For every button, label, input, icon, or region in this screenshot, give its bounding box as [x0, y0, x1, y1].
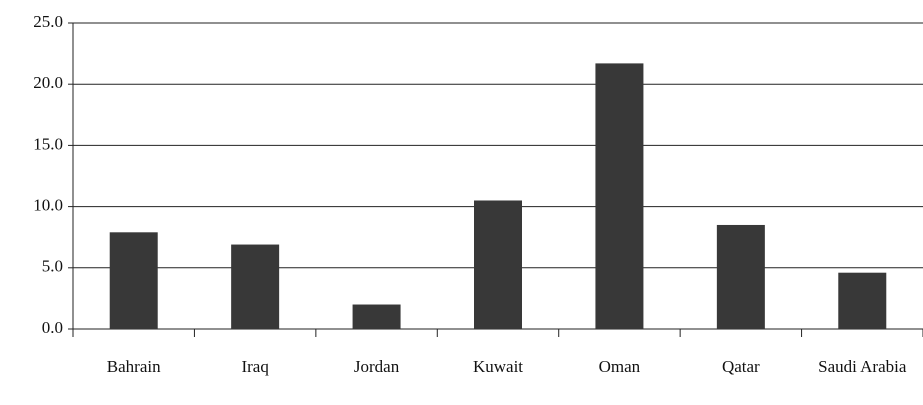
- bar: [595, 63, 644, 329]
- bar: [109, 232, 158, 329]
- bar: [474, 200, 522, 329]
- x-tick-label: Jordan: [353, 357, 400, 376]
- x-tick-label: Qatar: [721, 357, 760, 376]
- y-tick-label: 5.0: [42, 257, 63, 276]
- x-tick-label: Iraq: [241, 357, 269, 376]
- x-tick-label: Kuwait: [472, 357, 524, 376]
- x-tick-label: Bahrain: [106, 357, 161, 376]
- x-tick-label: Saudi Arabia: [818, 357, 907, 376]
- y-tick-label: 0.0: [42, 318, 63, 337]
- x-tick-label: Oman: [598, 357, 641, 376]
- y-tick-label: 25.0: [33, 12, 63, 31]
- bar: [231, 244, 280, 329]
- y-tick-label: 20.0: [33, 73, 63, 92]
- y-tick-label: 15.0: [33, 134, 63, 153]
- bar: [838, 272, 887, 329]
- bar: [352, 304, 401, 329]
- y-tick-label: 10.0: [33, 196, 63, 215]
- bar: [716, 224, 765, 329]
